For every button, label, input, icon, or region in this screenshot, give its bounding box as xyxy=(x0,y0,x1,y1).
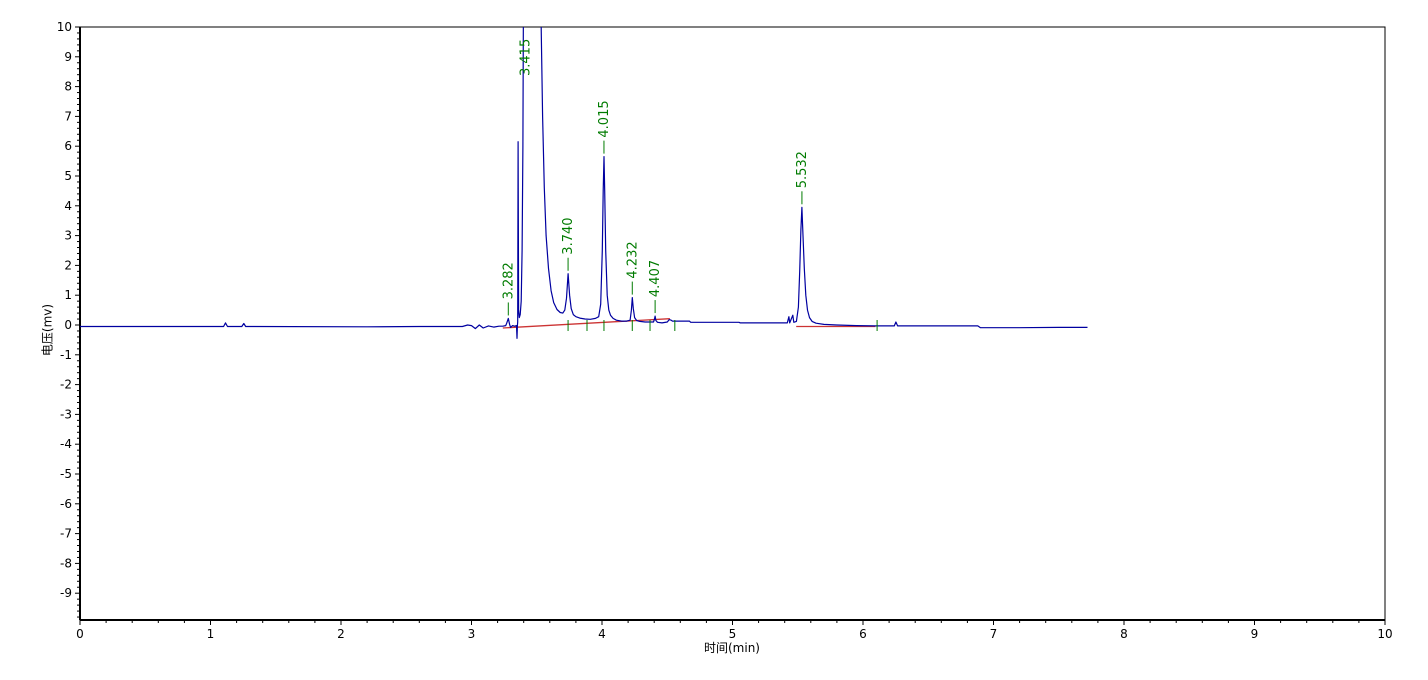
y-tick-label: 6 xyxy=(64,139,72,153)
y-tick-label: 0 xyxy=(64,318,72,332)
y-tick-label: -2 xyxy=(60,378,72,392)
y-tick-label: 2 xyxy=(64,258,72,272)
peak-retention-time-label: 4.407 xyxy=(648,260,663,297)
y-tick-label: -5 xyxy=(60,467,72,481)
x-tick-label: 9 xyxy=(1251,627,1259,641)
y-tick-label: -9 xyxy=(60,586,72,600)
peak-retention-time-label: 3.282 xyxy=(501,262,516,299)
x-tick-label: 0 xyxy=(76,627,84,641)
peak-retention-time-label: 4.232 xyxy=(625,241,640,278)
axis-ticks xyxy=(75,26,1386,625)
plot-frame xyxy=(79,26,1386,621)
x-tick-label: 5 xyxy=(729,627,737,641)
integration-baseline xyxy=(502,318,670,329)
x-tick-label: 3 xyxy=(468,627,476,641)
x-tick-label: 10 xyxy=(1377,627,1392,641)
peak-labels: 3.282 3.415 3.740 4.015 4.232 4.407 5.532 xyxy=(501,39,810,316)
y-tick-label: -7 xyxy=(60,527,72,541)
y-tick-label: 9 xyxy=(64,50,72,64)
x-axis-title: 时间(min) xyxy=(704,641,760,655)
peak-retention-time-label: 5.532 xyxy=(795,151,810,188)
x-tick-label: 2 xyxy=(337,627,345,641)
x-tick-label: 8 xyxy=(1120,627,1128,641)
x-tick-label: 1 xyxy=(207,627,215,641)
y-tick-label: 3 xyxy=(64,229,72,243)
y-tick-label: 7 xyxy=(64,109,72,123)
peak-retention-time-label: 3.740 xyxy=(561,217,576,254)
y-tick-label: -8 xyxy=(60,556,72,570)
peak-retention-time-label: 3.415 xyxy=(519,39,534,76)
y-tick-label: -6 xyxy=(60,497,72,511)
trace-group xyxy=(80,27,1088,339)
x-tick-label: 6 xyxy=(859,627,867,641)
y-tick-label: -1 xyxy=(60,348,72,362)
y-tick-label: 1 xyxy=(64,288,72,302)
x-tick-label: 4 xyxy=(598,627,606,641)
y-tick-label: 10 xyxy=(57,20,72,34)
axis-tick-labels: 0 1 2 3 4 5 6 7 8 9 10109876543210-1-2-3-4-5-6-7-8… xyxy=(57,20,1393,641)
x-tick-label: 7 xyxy=(990,627,998,641)
y-tick-label: 5 xyxy=(64,169,72,183)
peak-retention-time-label: 4.015 xyxy=(597,100,612,137)
y-tick-label: 8 xyxy=(64,80,72,94)
y-tick-label: -3 xyxy=(60,407,72,421)
signal-trace xyxy=(80,27,1088,339)
y-tick-label: -4 xyxy=(60,437,72,451)
y-tick-label: 4 xyxy=(64,199,72,213)
y-axis-title: 电压(mv) xyxy=(40,303,55,357)
